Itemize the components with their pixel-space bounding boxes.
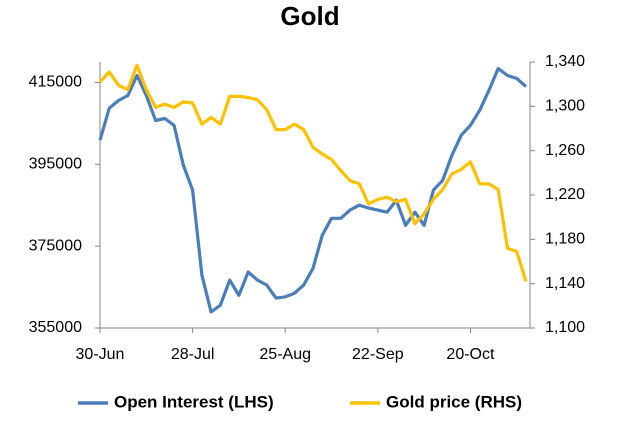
legend-label: Open Interest (LHS): [114, 392, 274, 411]
x-tick-label: 30-Jun: [76, 346, 125, 363]
y-tick-label: 355000: [29, 319, 82, 336]
y2-tick-label: 1,220: [545, 186, 585, 203]
x-tick-label: 22-Sep: [352, 346, 404, 363]
x-tick-label: 28-Jul: [171, 346, 215, 363]
y2-tick-label: 1,100: [545, 319, 585, 336]
series-line: [98, 63, 528, 282]
x-tick-label: 20-Oct: [446, 346, 495, 363]
y2-tick-label: 1,300: [545, 98, 585, 115]
legend-label: Gold price (RHS): [386, 392, 522, 411]
chart-title: Gold: [280, 1, 339, 31]
y-tick-label: 415000: [29, 74, 82, 91]
y2-tick-label: 1,260: [545, 142, 585, 159]
y-tick-label: 375000: [29, 237, 82, 254]
x-tick-label: 25-Aug: [259, 346, 311, 363]
series-line: [98, 66, 528, 314]
y2-tick-label: 1,180: [545, 231, 585, 248]
y2-tick-label: 1,140: [545, 275, 585, 292]
y2-tick-label: 1,340: [545, 53, 585, 70]
y-tick-label: 395000: [29, 156, 82, 173]
